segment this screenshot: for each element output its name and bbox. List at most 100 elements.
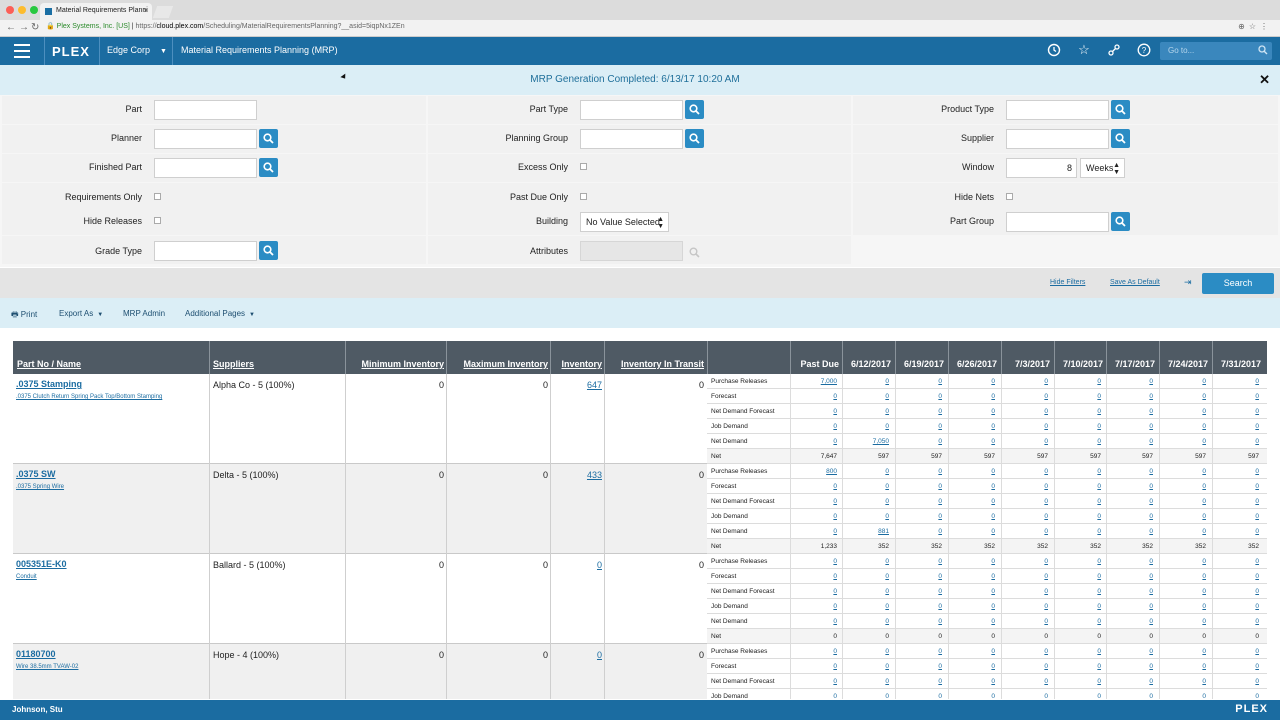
bucket-value[interactable]: 0: [1149, 528, 1153, 535]
part-type-input[interactable]: [580, 100, 683, 120]
bucket-value[interactable]: 0: [991, 603, 995, 610]
back-icon[interactable]: ←: [6, 22, 16, 33]
bucket-value[interactable]: 0: [938, 393, 942, 400]
bucket-value[interactable]: 7,050: [872, 438, 889, 445]
bucket-value[interactable]: 0: [833, 528, 837, 535]
bucket-value[interactable]: 0: [1097, 558, 1101, 565]
finished-part-search-button[interactable]: [259, 158, 278, 177]
bucket-value[interactable]: 0: [938, 693, 942, 699]
bucket-value[interactable]: 0: [991, 558, 995, 565]
close-window-icon[interactable]: [6, 6, 14, 14]
bucket-value[interactable]: 0: [1044, 378, 1048, 385]
bucket-value[interactable]: 0: [1044, 438, 1048, 445]
bucket-value[interactable]: 0: [1097, 483, 1101, 490]
hide-nets-checkbox[interactable]: [1006, 193, 1013, 200]
bucket-value[interactable]: 0: [1149, 573, 1153, 580]
forward-icon[interactable]: →: [19, 22, 29, 33]
goto-search-input[interactable]: Go to...: [1160, 42, 1272, 60]
part-name-link[interactable]: .0375 Spring Wire: [16, 484, 65, 490]
bucket-value[interactable]: 0: [1044, 483, 1048, 490]
past-due-only-checkbox[interactable]: [580, 193, 587, 200]
bucket-value[interactable]: 0: [938, 603, 942, 610]
bucket-value[interactable]: 0: [1044, 513, 1048, 520]
bucket-value[interactable]: 0: [833, 558, 837, 565]
bucket-value[interactable]: 0: [1202, 603, 1206, 610]
part-number-link[interactable]: 005351E-K0: [16, 559, 67, 569]
bucket-value[interactable]: 0: [1097, 663, 1101, 670]
history-clock-icon[interactable]: [1047, 43, 1061, 57]
maximize-window-icon[interactable]: [30, 6, 38, 14]
bucket-value[interactable]: 0: [1255, 483, 1259, 490]
bucket-value[interactable]: 0: [1097, 408, 1101, 415]
bucket-value[interactable]: 0: [833, 438, 837, 445]
menu-icon[interactable]: [14, 44, 30, 58]
current-user[interactable]: Johnson, Stu: [12, 705, 63, 714]
bucket-value[interactable]: 0: [1255, 438, 1259, 445]
inventory-link[interactable]: 647: [586, 380, 602, 390]
bucket-value[interactable]: 0: [1149, 483, 1153, 490]
bucket-value[interactable]: 0: [1202, 408, 1206, 415]
part-name-link[interactable]: .0375 Clutch Return Spring Pack Top/Bott…: [16, 394, 163, 400]
bucket-value[interactable]: 0: [1097, 468, 1101, 475]
bucket-value[interactable]: 0: [991, 513, 995, 520]
bucket-value[interactable]: 0: [991, 618, 995, 625]
bucket-value[interactable]: 0: [938, 513, 942, 520]
bucket-value[interactable]: 0: [1044, 423, 1048, 430]
bucket-value[interactable]: 0: [1097, 498, 1101, 505]
bucket-value[interactable]: 0: [1044, 618, 1048, 625]
bucket-value[interactable]: 0: [1202, 378, 1206, 385]
hide-releases-checkbox[interactable]: [154, 217, 161, 224]
bucket-value[interactable]: 0: [1255, 663, 1259, 670]
bucket-value[interactable]: 0: [1149, 423, 1153, 430]
window-unit-select[interactable]: Weeks ▲ ▼: [1080, 158, 1125, 178]
bucket-value[interactable]: 0: [938, 438, 942, 445]
bucket-value[interactable]: 0: [938, 468, 942, 475]
bucket-value[interactable]: 0: [1044, 393, 1048, 400]
bucket-value[interactable]: 0: [1097, 438, 1101, 445]
bucket-value[interactable]: 0: [938, 618, 942, 625]
bucket-value[interactable]: 0: [991, 573, 995, 580]
bucket-value[interactable]: 0: [1202, 663, 1206, 670]
bucket-value[interactable]: 0: [1149, 498, 1153, 505]
part-number-link[interactable]: 01180700: [16, 649, 56, 659]
bucket-value[interactable]: 0: [1255, 378, 1259, 385]
bucket-value[interactable]: 0: [1149, 393, 1153, 400]
bucket-value[interactable]: 0: [1202, 513, 1206, 520]
bucket-value[interactable]: 0: [1044, 408, 1048, 415]
bucket-value[interactable]: 0: [938, 648, 942, 655]
bucket-value[interactable]: 0: [1255, 528, 1259, 535]
bucket-value[interactable]: 0: [1149, 678, 1153, 685]
supplier-search-button[interactable]: [1111, 129, 1130, 148]
part-name-link[interactable]: Wire 38.5mm TVAW-02: [16, 664, 79, 670]
bucket-value[interactable]: 0: [1202, 393, 1206, 400]
bucket-value[interactable]: 0: [1202, 678, 1206, 685]
inventory-link[interactable]: 433: [586, 470, 602, 480]
connections-icon[interactable]: [1107, 43, 1121, 57]
url-field[interactable]: 🔒 Plex Systems, Inc. [US] | https://clou…: [46, 22, 405, 30]
bucket-value[interactable]: 0: [1097, 603, 1101, 610]
bucket-value[interactable]: 0: [885, 588, 889, 595]
bucket-value[interactable]: 0: [938, 528, 942, 535]
requirements-only-checkbox[interactable]: [154, 193, 161, 200]
planner-input[interactable]: [154, 129, 257, 149]
bucket-value[interactable]: 0: [1149, 558, 1153, 565]
hide-filters-link[interactable]: Hide Filters: [1050, 279, 1086, 286]
bucket-value[interactable]: 0: [1202, 498, 1206, 505]
bucket-value[interactable]: 0: [1255, 498, 1259, 505]
export-as-menu[interactable]: Export As ▼: [59, 309, 103, 318]
inventory-link[interactable]: 0: [596, 560, 602, 570]
bucket-value[interactable]: 0: [938, 558, 942, 565]
pin-collapse-icon[interactable]: ⇥: [1184, 277, 1192, 287]
bucket-value[interactable]: 0: [991, 528, 995, 535]
bucket-value[interactable]: 0: [885, 483, 889, 490]
minimize-window-icon[interactable]: [18, 6, 26, 14]
part-input[interactable]: [154, 100, 257, 120]
suppliers-header[interactable]: Suppliers: [213, 359, 255, 369]
bucket-value[interactable]: 0: [1097, 648, 1101, 655]
bucket-value[interactable]: 0: [833, 408, 837, 415]
bucket-value[interactable]: 0: [938, 498, 942, 505]
bucket-value[interactable]: 0: [1255, 558, 1259, 565]
bucket-value[interactable]: 0: [885, 378, 889, 385]
bucket-value[interactable]: 0: [1097, 423, 1101, 430]
bucket-value[interactable]: 0: [991, 378, 995, 385]
